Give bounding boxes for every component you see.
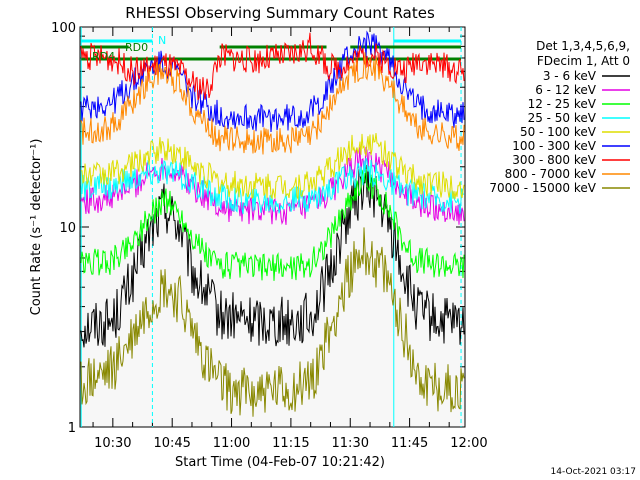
plot-area	[79, 26, 466, 428]
x-tick-label: 11:00	[213, 436, 250, 451]
chart-title: RHESSI Observing Summary Count Rates	[125, 4, 435, 22]
legend-label: 6 - 12 keV	[535, 83, 597, 97]
series-line	[80, 227, 465, 417]
x-tick-label: 10:30	[94, 436, 131, 451]
series-line	[80, 157, 465, 215]
legend-label: 7000 - 15000 keV	[489, 181, 596, 195]
x-tick-label: 10:45	[153, 436, 190, 451]
y-tick-label: 100	[51, 21, 76, 36]
legend-label: 25 - 50 keV	[528, 111, 597, 125]
x-axis: 10:30 10:45 11:00 11:15 11:30 11:45 12:00	[92, 27, 488, 451]
x-tick-label: 11:15	[272, 436, 309, 451]
annotation-label: RD4	[92, 50, 115, 63]
series-line	[80, 32, 465, 101]
legend-label: 3 - 6 keV	[543, 69, 597, 83]
legend-label: 12 - 25 keV	[528, 97, 597, 111]
x-tick-label: 11:30	[332, 436, 369, 451]
timestamp: 14-Oct-2021 03:17	[551, 467, 636, 477]
annotation-label: RD0	[125, 41, 148, 54]
x-tick-label: 12:00	[450, 436, 487, 451]
legend-label: 100 - 300 keV	[512, 139, 596, 153]
legend-label: 50 - 100 keV	[520, 125, 597, 139]
y-tick-label: 1	[68, 421, 76, 436]
annotation-layer: N RD0 RD4	[92, 34, 166, 63]
legend-header-line-2: FDecim 1, Att 0	[537, 54, 630, 68]
y-tick-label: 10	[59, 221, 76, 236]
series-line	[80, 52, 465, 155]
x-axis-label: Start Time (04-Feb-07 10:21:42)	[175, 455, 385, 470]
series-line	[80, 164, 465, 348]
x-tick-label: 11:45	[391, 436, 428, 451]
legend-label: 800 - 7000 keV	[505, 167, 597, 181]
y-axis-label: Count Rate (s⁻¹ detector⁻¹)	[29, 139, 44, 316]
series-line	[80, 146, 465, 226]
series-line	[80, 133, 465, 201]
series-line	[80, 169, 465, 281]
legend-header-line-1: Det 1,3,4,5,6,9,	[536, 39, 630, 53]
legend: Det 1,3,4,5,6,9, FDecim 1, Att 0 3 - 6 k…	[489, 39, 630, 195]
series-layer	[80, 30, 465, 417]
annotation-label: N	[158, 34, 166, 47]
legend-label: 300 - 800 keV	[512, 153, 596, 167]
